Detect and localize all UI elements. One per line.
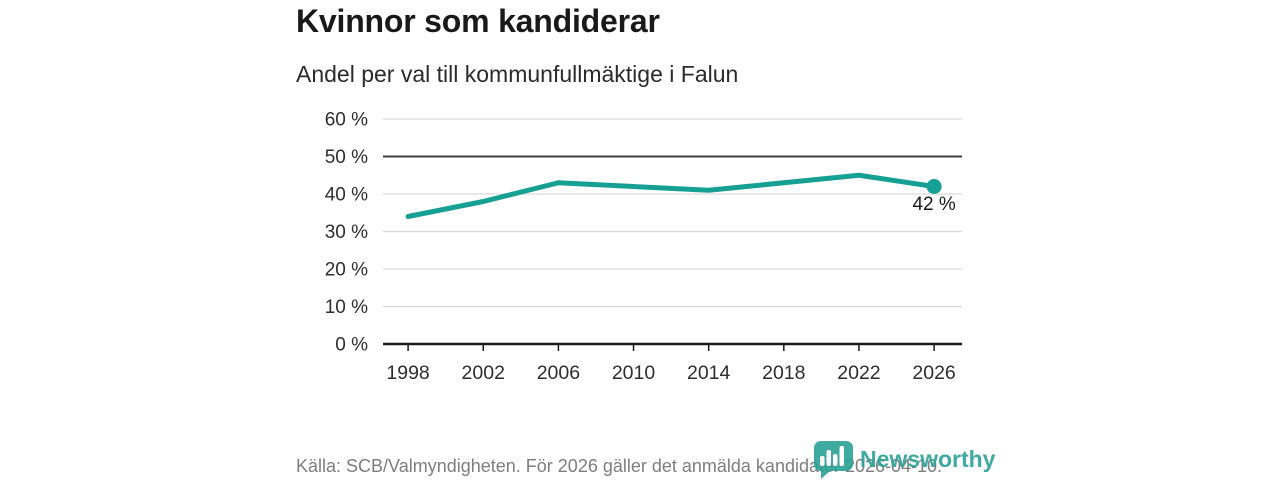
y-axis-tick-label: 10 % bbox=[325, 297, 368, 318]
chart-title: Kvinnor som kandiderar bbox=[296, 3, 660, 39]
x-axis-tick-label: 2002 bbox=[462, 362, 505, 384]
newsworthy-logo-text: Newsworthy bbox=[860, 446, 996, 472]
logo-bar-chart-glyph bbox=[820, 446, 844, 466]
y-axis-tick-label: 20 % bbox=[325, 260, 368, 281]
end-point-marker bbox=[926, 179, 942, 194]
x-axis-tick-label: 2006 bbox=[537, 362, 580, 384]
y-axis-tick-label: 40 % bbox=[325, 185, 368, 206]
y-axis-tick-label: 60 % bbox=[325, 110, 368, 131]
x-axis-tick-label: 2018 bbox=[762, 362, 805, 384]
x-axis-tick-label: 2010 bbox=[612, 362, 656, 384]
newsworthy-logo[interactable]: Newsworthy bbox=[811, 441, 995, 479]
x-axis-tick-label: 1998 bbox=[386, 362, 429, 384]
newsworthy-logo-icon bbox=[814, 441, 853, 479]
x-axis-tick-label: 2022 bbox=[837, 362, 880, 384]
x-axis-tick-label: 2014 bbox=[687, 362, 731, 384]
chart-subtitle: Andel per val till kommunfullmäktige i F… bbox=[296, 61, 739, 87]
y-axis-tick-label: 0 % bbox=[335, 335, 368, 356]
data-line bbox=[405, 172, 937, 219]
y-axis-tick-label: 50 % bbox=[325, 147, 368, 168]
y-axis-tick-label: 30 % bbox=[325, 222, 368, 243]
x-axis-tick-label: 2026 bbox=[912, 362, 955, 384]
source-note: Källa: SCB/Valmyndigheten. För 2026 gäll… bbox=[296, 456, 943, 476]
line-chart: 0 % 10 % 20 % 30 % 40 % 50 % 60 % 1998 2002 2006 2… bbox=[325, 110, 962, 384]
value-annotation: 42 % bbox=[912, 194, 955, 215]
